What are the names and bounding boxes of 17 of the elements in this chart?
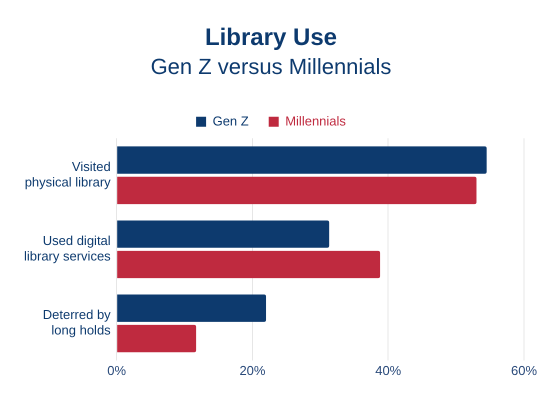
- bar: [117, 324, 196, 352]
- y-tick-label: Deterred by long holds: [42, 307, 112, 338]
- x-tick-label: 40%: [375, 362, 402, 378]
- bar: [117, 294, 266, 322]
- x-tick-label: 0%: [107, 362, 127, 378]
- x-tick-label: 60%: [510, 362, 538, 378]
- bar: [117, 250, 380, 278]
- legend-label: Millennials: [285, 113, 346, 128]
- legend-label: Gen Z: [212, 113, 249, 128]
- x-tick-label: 20%: [239, 362, 266, 378]
- y-tick-label: Used digital library services: [24, 233, 112, 264]
- bar: [117, 220, 330, 248]
- bar: [117, 176, 476, 204]
- bar: [117, 146, 487, 174]
- y-tick-label: Visited physical library: [24, 159, 112, 190]
- chart-subtitle: Gen Z versus Millennials: [150, 54, 392, 80]
- chart-title: Library Use: [204, 24, 338, 52]
